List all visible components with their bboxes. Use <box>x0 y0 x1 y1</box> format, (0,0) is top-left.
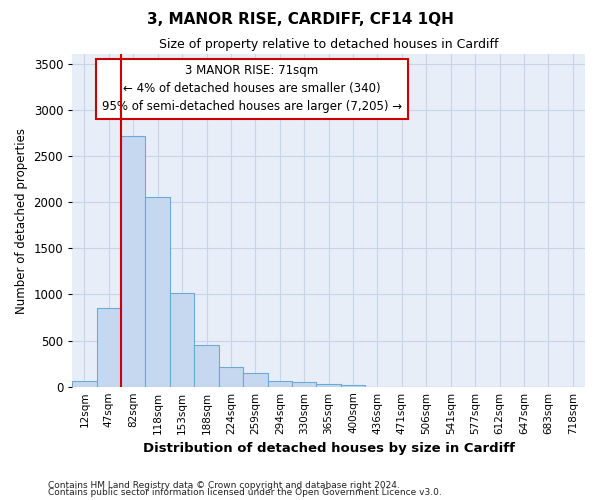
Y-axis label: Number of detached properties: Number of detached properties <box>15 128 28 314</box>
Bar <box>243 374 268 386</box>
Bar <box>72 381 97 386</box>
Bar <box>292 382 316 386</box>
Text: 3 MANOR RISE: 71sqm
← 4% of detached houses are smaller (340)
95% of semi-detach: 3 MANOR RISE: 71sqm ← 4% of detached hou… <box>101 64 402 114</box>
Bar <box>268 380 292 386</box>
Bar <box>145 198 170 386</box>
X-axis label: Distribution of detached houses by size in Cardiff: Distribution of detached houses by size … <box>143 442 515 455</box>
Bar <box>97 308 121 386</box>
Text: Contains HM Land Registry data © Crown copyright and database right 2024.: Contains HM Land Registry data © Crown c… <box>48 480 400 490</box>
Bar <box>121 136 145 386</box>
Bar <box>316 384 341 386</box>
Title: Size of property relative to detached houses in Cardiff: Size of property relative to detached ho… <box>159 38 499 51</box>
Text: Contains public sector information licensed under the Open Government Licence v3: Contains public sector information licen… <box>48 488 442 497</box>
Text: 3, MANOR RISE, CARDIFF, CF14 1QH: 3, MANOR RISE, CARDIFF, CF14 1QH <box>146 12 454 28</box>
Bar <box>219 368 243 386</box>
Bar <box>194 345 219 387</box>
Bar <box>170 294 194 386</box>
